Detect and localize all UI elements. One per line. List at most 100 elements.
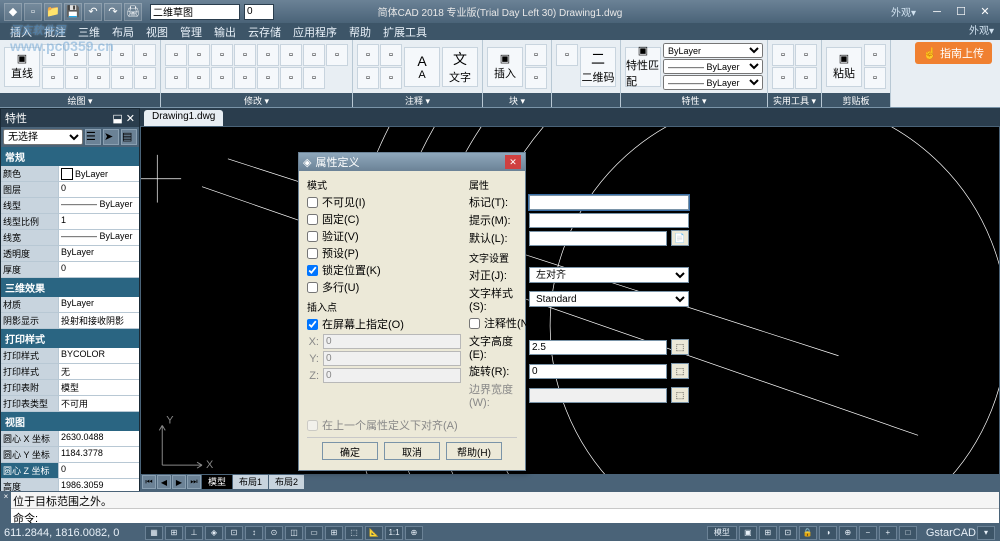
property-row[interactable]: 打印表附模型 <box>1 380 139 396</box>
property-value[interactable]: ByLayer <box>59 297 139 312</box>
ribbon-panel-label[interactable]: 剪贴板 <box>822 93 890 107</box>
menu-item[interactable]: 插入 <box>4 24 38 40</box>
property-value[interactable]: 2630.0488 <box>59 431 139 446</box>
property-category[interactable]: 视图 <box>1 412 139 431</box>
dialog-button[interactable]: 帮助(H) <box>446 442 502 460</box>
ribbon-button[interactable]: ▫ <box>188 44 210 66</box>
pick-button[interactable]: ⬚ <box>671 387 689 403</box>
text-field-input[interactable]: 左对齐 <box>529 267 689 283</box>
ribbon-button[interactable]: ▫ <box>234 67 256 89</box>
close-icon[interactable]: × <box>1 492 11 501</box>
qat-redo-button[interactable]: ↷ <box>104 3 122 21</box>
status-toggle-button[interactable]: ⬚ <box>345 526 363 540</box>
dialog-title-bar[interactable]: ◈ 属性定义 ✕ <box>299 153 525 171</box>
appearance-menu[interactable]: 外观▾ <box>891 4 916 19</box>
ribbon-button[interactable]: ▫ <box>211 44 233 66</box>
status-right-button[interactable]: 模型 <box>707 526 737 540</box>
status-toggle-button[interactable]: ◫ <box>285 526 303 540</box>
property-value[interactable]: 0 <box>59 182 139 197</box>
upload-hint-button[interactable]: ☝ 指南上传 <box>915 42 992 64</box>
pick-button[interactable]: ⬚ <box>671 363 689 379</box>
pick-button[interactable]: ⬚ <box>671 339 689 355</box>
ribbon-button[interactable]: ▫ <box>795 44 817 66</box>
layout-nav-first[interactable]: ⏮ <box>142 475 156 489</box>
layout-nav-last[interactable]: ⏭ <box>187 475 201 489</box>
menu-item[interactable]: 云存储 <box>242 24 287 40</box>
ribbon-button[interactable]: ▫ <box>795 67 817 89</box>
property-value[interactable]: 1 <box>59 214 139 229</box>
command-input[interactable] <box>38 510 997 522</box>
ribbon-button[interactable]: ▫ <box>65 67 87 89</box>
attr-field-input[interactable] <box>529 213 689 228</box>
property-category[interactable]: 常规 <box>1 147 139 166</box>
ribbon-button[interactable]: ▫ <box>165 44 187 66</box>
ribbon-button[interactable]: ▫ <box>234 44 256 66</box>
ribbon-big-button[interactable]: 文文字 <box>442 47 478 87</box>
property-value[interactable]: 不可用 <box>59 396 139 411</box>
qat-print-button[interactable]: 🖨 <box>124 3 142 21</box>
property-value[interactable]: ByLayer <box>59 246 139 261</box>
status-toggle-button[interactable]: ⊕ <box>405 526 423 540</box>
property-row[interactable]: 厚度0 <box>1 262 139 278</box>
property-row[interactable]: 线型———— ByLayer <box>1 198 139 214</box>
window-maximize-button[interactable]: ☐ <box>950 4 972 20</box>
status-right-button[interactable]: ⊞ <box>759 526 777 540</box>
toggle-pickadd-button[interactable]: ☰ <box>85 129 101 145</box>
status-toggle-button[interactable]: ⊞ <box>325 526 343 540</box>
ribbon-big-button[interactable]: 二二维码 <box>580 47 616 87</box>
mode-checkbox[interactable] <box>307 248 318 259</box>
property-value[interactable]: 0 <box>59 262 139 277</box>
property-row[interactable]: 图层0 <box>1 182 139 198</box>
specify-onscreen-checkbox[interactable] <box>307 319 318 330</box>
workspace-combo[interactable] <box>150 4 240 20</box>
ribbon-combo[interactable]: ———— ByLayer <box>663 75 763 90</box>
property-value[interactable]: BYCOLOR <box>59 348 139 363</box>
text-field-input[interactable] <box>529 340 667 355</box>
layout-tab[interactable]: 模型 <box>202 475 232 489</box>
ribbon-button[interactable]: ▫ <box>380 44 402 66</box>
layout-tab[interactable]: 布局1 <box>233 475 268 489</box>
status-toggle-button[interactable]: ⊙ <box>265 526 283 540</box>
dialog-button[interactable]: 取消 <box>384 442 440 460</box>
property-value[interactable]: ———— ByLayer <box>59 198 139 213</box>
ribbon-button[interactable]: ▫ <box>111 67 133 89</box>
property-row[interactable]: 透明度ByLayer <box>1 246 139 262</box>
ribbon-button[interactable]: ▫ <box>280 67 302 89</box>
status-toggle-button[interactable]: ⊞ <box>165 526 183 540</box>
status-toggle-button[interactable]: ⊥ <box>185 526 203 540</box>
ribbon-button[interactable]: ▫ <box>165 67 187 89</box>
menu-item[interactable]: 三维 <box>72 24 106 40</box>
mode-checkbox[interactable] <box>307 265 318 276</box>
status-toggle-button[interactable]: ↕ <box>245 526 263 540</box>
ribbon-button[interactable]: ▫ <box>525 44 547 66</box>
menu-item[interactable]: 应用程序 <box>287 24 343 40</box>
ribbon-button[interactable]: ▫ <box>303 44 325 66</box>
ribbon-button[interactable]: ▫ <box>303 67 325 89</box>
property-row[interactable]: 圆心 Z 坐标0 <box>1 463 139 479</box>
ribbon-button[interactable]: ▫ <box>111 44 133 66</box>
ribbon-button[interactable]: ▫ <box>42 67 64 89</box>
property-value[interactable]: ByLayer <box>59 166 139 181</box>
ribbon-big-button[interactable]: ▣插入 <box>487 47 523 87</box>
text-field-input[interactable]: Standard <box>529 291 689 307</box>
dialog-close-button[interactable]: ✕ <box>505 155 521 169</box>
ribbon-button[interactable]: ▫ <box>357 44 379 66</box>
ribbon-panel-label[interactable]: 注释 ▾ <box>353 93 482 107</box>
ribbon-combo[interactable]: ———— ByLayer <box>663 59 763 74</box>
property-value[interactable]: 0 <box>59 463 139 478</box>
menu-item[interactable]: 输出 <box>208 24 242 40</box>
attr-field-input[interactable] <box>529 195 689 210</box>
insert-field-button[interactable]: 📄 <box>671 230 689 246</box>
window-minimize-button[interactable]: ─ <box>926 4 948 20</box>
ribbon-big-button[interactable]: ▣粘贴 <box>826 47 862 87</box>
property-value[interactable]: 投射和接收阴影 <box>59 313 139 328</box>
mode-checkbox[interactable] <box>307 282 318 293</box>
ribbon-big-button[interactable]: ▣特性匹配 <box>625 47 661 87</box>
selection-filter-combo[interactable]: 无选择 <box>3 129 83 145</box>
status-right-button[interactable]: ⊕ <box>839 526 857 540</box>
ribbon-panel-label[interactable]: 修改 ▾ <box>161 93 352 107</box>
status-right-button[interactable]: ▣ <box>739 526 757 540</box>
status-toggle-button[interactable]: ▭ <box>305 526 323 540</box>
status-right-button[interactable]: 🔒 <box>799 526 817 540</box>
menu-item[interactable]: 视图 <box>140 24 174 40</box>
